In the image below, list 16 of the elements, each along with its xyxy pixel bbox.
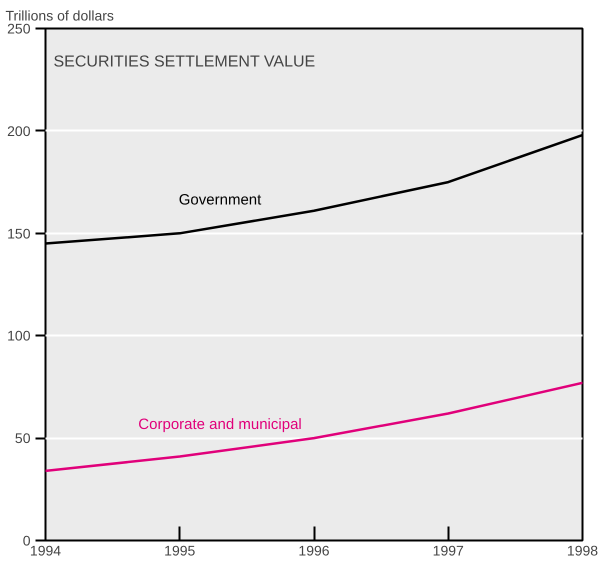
series-label: Government: [178, 192, 262, 209]
y-axis-title: Trillions of dollars: [6, 8, 114, 24]
x-tick-label: 1995: [164, 542, 196, 558]
x-tick-label: 1996: [298, 542, 330, 558]
x-tick-label: 1997: [432, 542, 464, 558]
y-tick-label: 150: [7, 225, 31, 242]
y-tick-label: 200: [7, 122, 31, 139]
y-tick-label: 250: [7, 20, 31, 36]
x-tick-label: 1998: [566, 542, 598, 558]
y-tick-label: 100: [7, 328, 31, 344]
y-tick-label: 0: [22, 532, 31, 548]
x-tick-label: 1994: [30, 542, 62, 558]
series-label: Corporate and municipal: [138, 416, 302, 433]
line-series: [46, 382, 582, 472]
text: SECURITIES SETTLEMENT VALUE: [54, 54, 316, 70]
y-tick-label: 50: [14, 430, 31, 446]
